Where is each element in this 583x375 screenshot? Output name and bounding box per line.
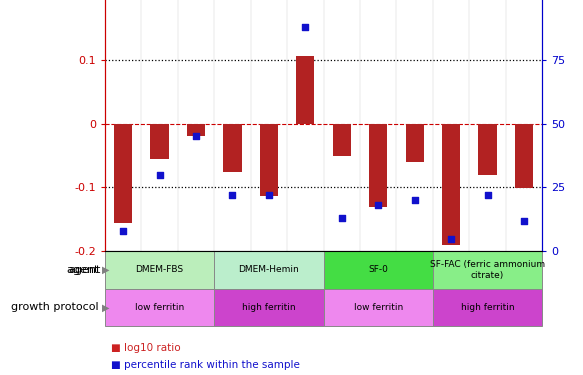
Text: high ferritin: high ferritin: [461, 303, 514, 312]
Bar: [324, 289, 433, 326]
Bar: [479, 124, 497, 175]
Text: ■ log10 ratio: ■ log10 ratio: [111, 343, 180, 353]
Text: SF-0: SF-0: [368, 266, 388, 274]
Point: [155, 172, 164, 178]
Point: [410, 197, 419, 203]
Text: SF-FAC (ferric ammonium
citrate): SF-FAC (ferric ammonium citrate): [430, 260, 545, 280]
Point: [447, 236, 456, 242]
Bar: [442, 124, 460, 245]
Text: growth protocol: growth protocol: [12, 303, 99, 312]
Bar: [150, 124, 168, 159]
Bar: [433, 251, 542, 289]
Point: [337, 215, 346, 221]
Text: ▶: ▶: [102, 303, 110, 312]
Bar: [114, 124, 132, 222]
Text: agent: agent: [68, 265, 100, 275]
Text: DMEM-FBS: DMEM-FBS: [135, 266, 184, 274]
Bar: [223, 124, 241, 171]
Text: low ferritin: low ferritin: [354, 303, 403, 312]
Bar: [515, 124, 533, 188]
Point: [118, 228, 128, 234]
Point: [264, 192, 273, 198]
Bar: [105, 251, 214, 289]
Text: agent: agent: [66, 265, 99, 275]
Point: [374, 202, 383, 208]
Point: [519, 217, 529, 223]
Text: DMEM-Hemin: DMEM-Hemin: [238, 266, 299, 274]
Bar: [260, 124, 278, 196]
Bar: [105, 289, 214, 326]
Bar: [215, 289, 324, 326]
Text: ▶: ▶: [102, 265, 110, 275]
Bar: [296, 56, 314, 124]
Bar: [369, 124, 387, 207]
Bar: [215, 251, 324, 289]
Text: low ferritin: low ferritin: [135, 303, 184, 312]
Bar: [333, 124, 351, 156]
Text: high ferritin: high ferritin: [242, 303, 296, 312]
Point: [191, 134, 201, 140]
Text: ■ percentile rank within the sample: ■ percentile rank within the sample: [111, 360, 300, 370]
Bar: [406, 124, 424, 162]
Point: [301, 24, 310, 30]
Point: [228, 192, 237, 198]
Point: [483, 192, 492, 198]
Bar: [324, 251, 433, 289]
Bar: [433, 289, 542, 326]
Bar: [187, 124, 205, 136]
